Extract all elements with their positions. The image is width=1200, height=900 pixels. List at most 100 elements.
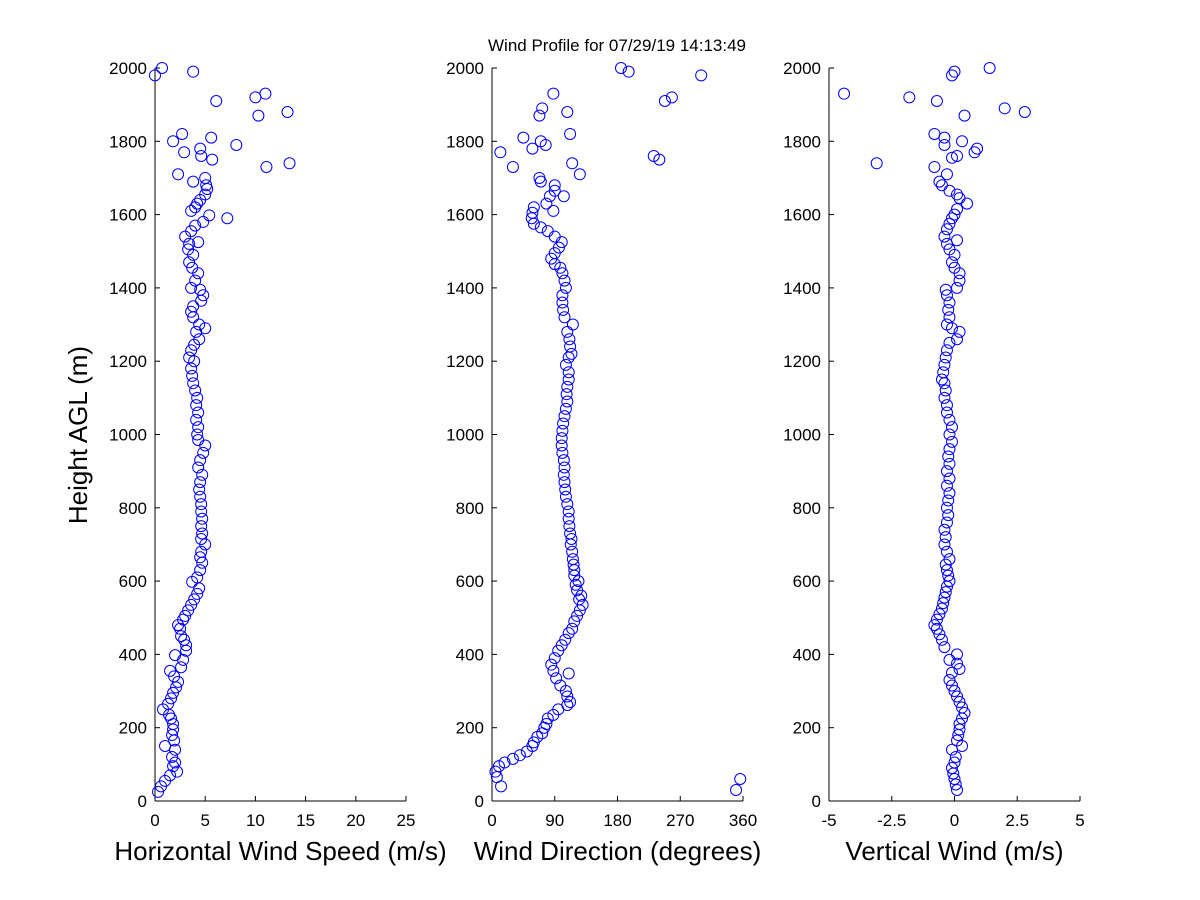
data-point: [557, 454, 570, 467]
data-point: [194, 564, 207, 577]
data-point: [665, 91, 678, 104]
data-point: [940, 465, 953, 478]
data-point: [194, 490, 207, 503]
data-point: [564, 527, 577, 540]
y-tick-label: 1400: [783, 279, 821, 298]
data-point: [178, 633, 191, 646]
data-point: [953, 274, 966, 287]
data-point: [951, 648, 964, 661]
data-point: [559, 633, 572, 646]
data-point: [942, 303, 955, 316]
data-point: [562, 627, 575, 640]
data-point: [540, 718, 553, 731]
y-tick-label: 1600: [783, 206, 821, 225]
data-point: [953, 663, 966, 676]
y-tick-label: 600: [793, 572, 821, 591]
data-series: [838, 62, 1031, 797]
data-point: [190, 399, 203, 412]
data-point: [571, 584, 584, 597]
data-point: [552, 241, 565, 254]
data-point: [194, 454, 207, 467]
data-point: [559, 490, 572, 503]
data-point: [937, 366, 950, 379]
data-point: [175, 630, 188, 643]
data-point: [943, 243, 956, 256]
data-point: [948, 685, 961, 698]
data-series: [489, 62, 747, 797]
x-tick-label: -2.5: [877, 811, 906, 830]
data-point: [556, 446, 569, 459]
data-point: [935, 633, 948, 646]
data-point: [930, 94, 943, 107]
data-point: [943, 336, 956, 349]
data-point: [945, 762, 958, 775]
data-point: [194, 142, 207, 155]
y-tick-label: 800: [793, 499, 821, 518]
data-point: [983, 62, 996, 74]
data-point: [196, 512, 209, 525]
y-axis-label: Height AGL (m): [63, 346, 93, 524]
data-point: [534, 221, 547, 234]
data-point: [956, 135, 969, 148]
data-point: [953, 718, 966, 731]
y-tick-label: 0: [138, 792, 147, 811]
data-point: [195, 149, 208, 162]
data-point: [199, 322, 212, 335]
data-point: [203, 209, 216, 222]
data-point: [562, 667, 575, 680]
data-point: [942, 569, 955, 582]
data-point: [281, 105, 294, 118]
data-point: [940, 223, 953, 236]
data-point: [559, 358, 572, 371]
data-point: [940, 406, 953, 419]
data-point: [935, 373, 948, 386]
data-point: [573, 168, 586, 181]
x-tick-label: 5: [1075, 811, 1084, 830]
data-point: [526, 206, 539, 219]
y-tick-label: 0: [475, 792, 484, 811]
data-point: [547, 204, 560, 217]
data-point: [562, 512, 575, 525]
data-point: [953, 696, 966, 709]
data-point: [506, 160, 519, 173]
data-point: [938, 138, 951, 151]
data-point: [559, 281, 572, 294]
data-point: [556, 267, 569, 280]
data-point: [188, 593, 201, 606]
data-point: [149, 69, 161, 82]
y-tick-label: 1400: [109, 279, 147, 298]
data-point: [195, 545, 208, 558]
data-point: [933, 175, 946, 188]
data-point: [558, 461, 571, 474]
data-point: [948, 208, 961, 221]
data-point: [197, 289, 210, 302]
y-tick-label: 1600: [109, 206, 147, 225]
data-point: [191, 428, 204, 441]
data-point: [159, 740, 172, 753]
y-tick-label: 1200: [446, 352, 484, 371]
data-point: [164, 769, 177, 782]
x-tick-label: 90: [545, 811, 564, 830]
data-point: [550, 672, 563, 685]
data-point: [945, 69, 958, 82]
y-tick-label: 1200: [783, 352, 821, 371]
data-point: [569, 578, 582, 591]
data-point: [951, 333, 964, 346]
data-point: [647, 149, 660, 162]
data-point: [870, 157, 883, 170]
data-point: [953, 723, 966, 736]
data-point: [948, 756, 961, 769]
data-point: [259, 87, 272, 100]
data-point: [179, 609, 192, 622]
data-point: [928, 127, 941, 140]
data-point: [566, 622, 579, 635]
data-point: [933, 608, 946, 621]
data-point: [192, 421, 205, 434]
data-point: [283, 157, 296, 170]
y-tick-label: 1600: [446, 206, 484, 225]
figure-title: Wind Profile for 07/29/19 14:13:49: [488, 36, 746, 55]
data-point: [568, 615, 581, 628]
y-tick-label: 2000: [109, 59, 147, 78]
data-point: [205, 131, 218, 144]
